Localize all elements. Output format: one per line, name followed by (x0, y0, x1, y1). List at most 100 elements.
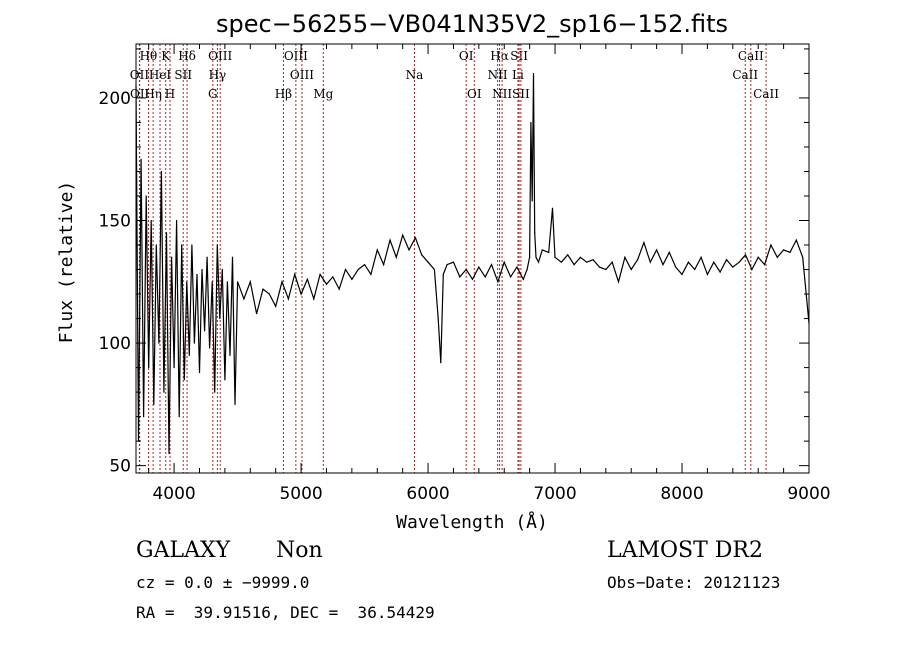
data-point (219, 318, 220, 319)
marker-label-17: CaII (732, 68, 758, 82)
object-class: GALAXY (136, 538, 230, 563)
data-point (143, 416, 144, 417)
data-point (530, 122, 531, 123)
marker-label-6: Hα (490, 49, 509, 63)
data-point (171, 257, 172, 258)
data-point (443, 274, 444, 275)
data-point (275, 306, 276, 307)
data-point (656, 249, 657, 250)
data-point (313, 298, 314, 299)
data-point (732, 266, 733, 267)
data-point (383, 264, 384, 265)
data-point (789, 252, 790, 253)
data-point (243, 298, 244, 299)
data-point (529, 257, 530, 258)
spectrum-line (136, 73, 809, 453)
data-point (186, 281, 187, 282)
data-point (307, 279, 308, 280)
plot-frame (136, 44, 809, 473)
data-point (421, 254, 422, 255)
data-point (567, 254, 568, 255)
data-point (332, 276, 333, 277)
marker-label-16: Li (512, 68, 524, 82)
data-point (707, 274, 708, 275)
marker-label-7: SII (510, 49, 528, 63)
data-point (199, 372, 200, 373)
data-point (580, 257, 581, 258)
data-point (535, 257, 536, 258)
data-point (184, 379, 185, 380)
data-point (408, 249, 409, 250)
data-point (176, 220, 177, 221)
x-tick-label: 4000 (152, 484, 195, 504)
data-point (586, 262, 587, 263)
data-point (631, 269, 632, 270)
data-point (250, 281, 251, 282)
data-point (758, 257, 759, 258)
marker-label-10: HeI (149, 68, 172, 82)
marker-label-2: Hδ (178, 49, 196, 63)
marker-label-13: OIII (290, 68, 314, 82)
data-point (459, 276, 460, 277)
data-point (533, 73, 534, 74)
data-point (196, 274, 197, 275)
data-point (662, 264, 663, 265)
data-point (554, 257, 555, 258)
data-point (217, 244, 218, 245)
data-point (739, 262, 740, 263)
data-point (504, 262, 505, 263)
data-point (156, 244, 157, 245)
data-point (605, 269, 606, 270)
data-point (466, 269, 467, 270)
marker-label-8: CaII (738, 49, 764, 63)
data-point (777, 257, 778, 258)
data-point (434, 269, 435, 270)
marker-label-12: Hγ (209, 68, 227, 82)
marker-label-26: SII (512, 87, 530, 101)
x-tick-label: 9000 (787, 484, 830, 504)
marker-label-22: Hβ (275, 87, 292, 101)
data-point (624, 257, 625, 258)
marker-label-27: CaII (753, 87, 779, 101)
data-point (269, 293, 270, 294)
data-point (358, 269, 359, 270)
y-axis-label: Flux (relative) (56, 181, 77, 344)
data-point (364, 264, 365, 265)
data-point (491, 264, 492, 265)
data-point (700, 257, 701, 258)
data-point (179, 416, 180, 417)
data-point (209, 347, 210, 348)
data-point (140, 159, 141, 160)
data-point (189, 355, 190, 356)
coordinates: RA = 39.91516, DEC = 36.54429 (136, 603, 435, 622)
marker-label-9: OII (130, 68, 150, 82)
data-point (675, 266, 676, 267)
x-tick-label: 5000 (279, 484, 322, 504)
object-subclass: Non (276, 538, 323, 563)
data-point (472, 279, 473, 280)
data-point (212, 281, 213, 282)
data-point (351, 279, 352, 280)
data-point (438, 318, 439, 319)
data-point (796, 240, 797, 241)
data-point (229, 355, 230, 356)
marker-label-19: Hη (144, 87, 162, 101)
y-tick-label: 150 (99, 212, 131, 232)
data-point (745, 254, 746, 255)
data-point (256, 313, 257, 314)
data-point (146, 195, 147, 196)
data-point (516, 266, 517, 267)
y-tick-label: 200 (99, 89, 131, 109)
data-point (294, 274, 295, 275)
data-point (166, 232, 167, 233)
marker-label-24: OI (467, 87, 482, 101)
data-point (497, 281, 498, 282)
y-tick-label: 50 (109, 457, 131, 477)
data-point (339, 289, 340, 290)
spectrum-series (135, 73, 809, 454)
data-point (300, 293, 301, 294)
data-point (168, 453, 169, 454)
redshift-info: cz = 0.0 ± −9999.0 (136, 573, 309, 592)
